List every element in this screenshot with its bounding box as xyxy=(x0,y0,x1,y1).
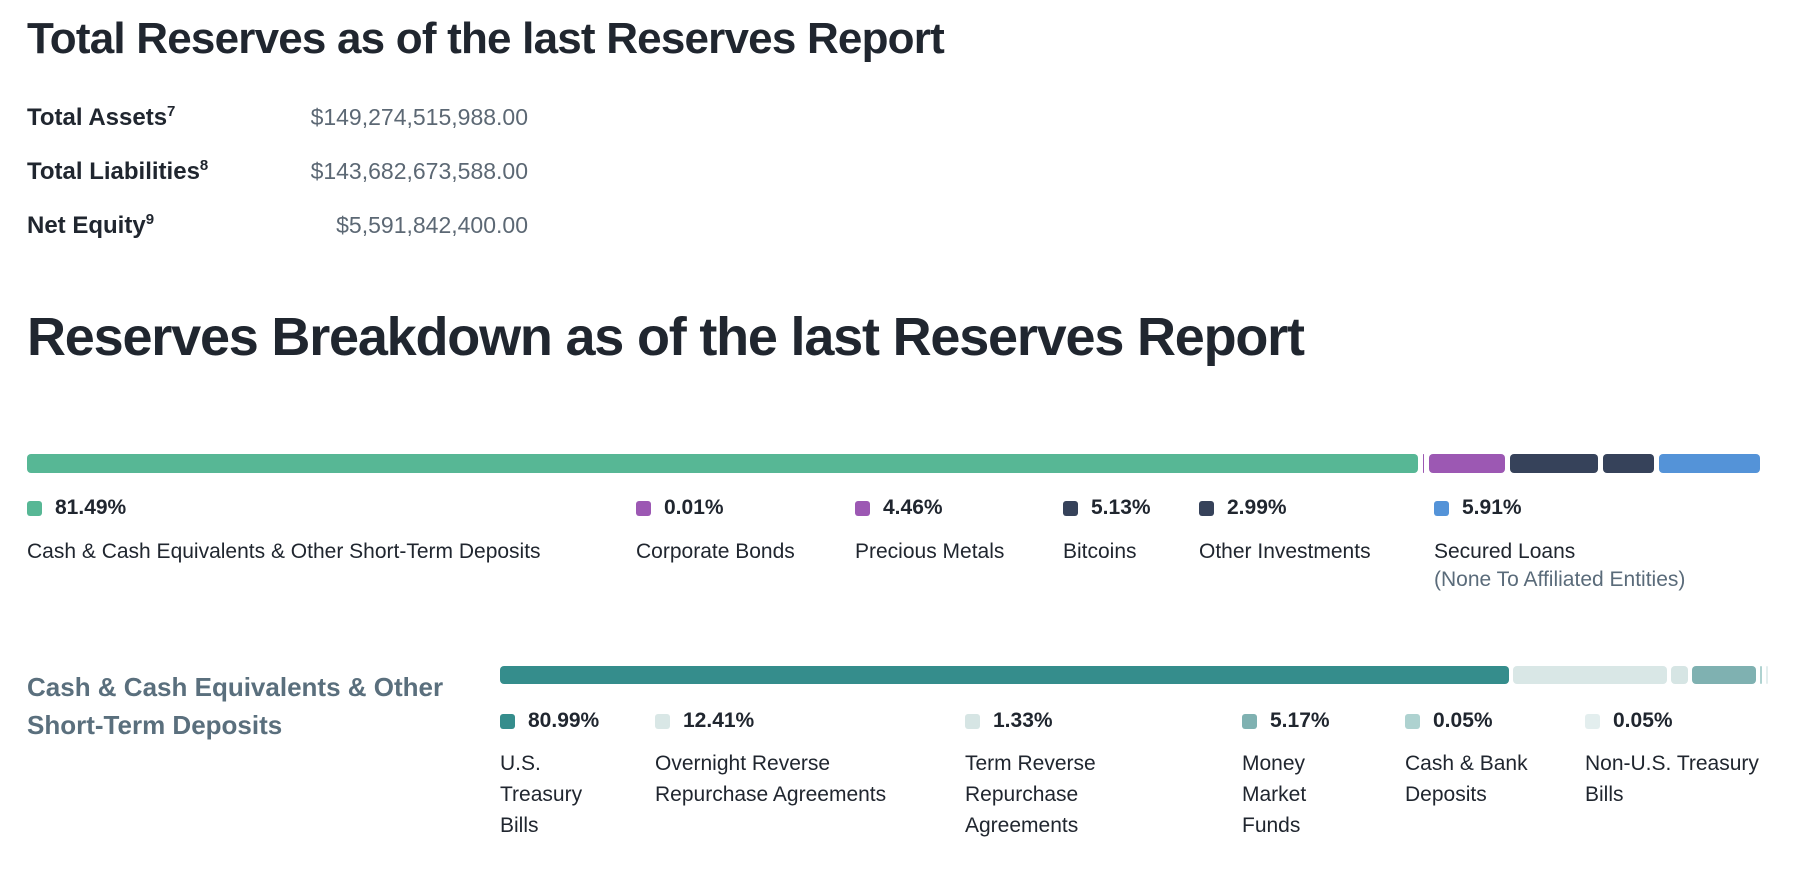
total-reserves-stats: Total Assets7 $149,274,515,988.00 Total … xyxy=(27,102,528,264)
bar-segment-term-reverse-repurchase-agreements[interactable] xyxy=(1671,666,1688,684)
legend-percent: 0.05% xyxy=(1433,709,1493,732)
secured-loans-swatch-icon xyxy=(1434,500,1449,516)
bar-segment-cash-cash-equivalents-other-short-term-deposits[interactable] xyxy=(27,454,1419,473)
reserves-breakdown-title: Reserves Breakdown as of the last Reserv… xyxy=(27,307,1305,367)
legend-item-corporate-bonds: 0.01% Corporate Bonds xyxy=(636,496,795,565)
bar-segment-secured-loans[interactable] xyxy=(1659,454,1760,473)
legend-percent: 81.49% xyxy=(55,496,127,519)
bar-segment-precious-metals[interactable] xyxy=(1429,454,1506,473)
cash-bank-deposits-swatch-icon xyxy=(1405,713,1420,729)
legend-percent: 80.99% xyxy=(528,709,600,732)
legend-label: Cash & Cash Equivalents & Other Short-Te… xyxy=(27,540,541,563)
legend-chip-row: 81.49% xyxy=(27,496,541,520)
precious-metals-swatch-icon xyxy=(855,500,870,516)
legend-chip-row: 0.05% xyxy=(1585,709,1780,733)
legend-chip-row: 80.99% xyxy=(500,709,620,733)
legend-sublabel: (None To Affiliated Entities) xyxy=(1434,568,1686,591)
legend-item-cash-bank-deposits: 0.05% Cash & Bank Deposits xyxy=(1405,709,1570,810)
legend-percent: 4.46% xyxy=(883,496,943,519)
legend-percent: 5.17% xyxy=(1270,709,1330,732)
bar-segment-corporate-bonds[interactable] xyxy=(1423,454,1425,473)
overnight-reverse-repurchase-agreements-swatch-icon xyxy=(655,713,670,729)
cash-equivalents-title: Cash & Cash Equivalents & Other Short-Te… xyxy=(27,672,444,740)
total-reserves-title: Total Reserves as of the last Reserves R… xyxy=(27,14,945,63)
other-investments-swatch-icon xyxy=(1199,500,1214,516)
net-equity-value: $5,591,842,400.00 xyxy=(336,212,528,238)
legend-item-secured-loans: 5.91% Secured Loans (None To Affiliated En… xyxy=(1434,496,1685,593)
bar-segment-non-u-s-treasury-bills[interactable] xyxy=(1766,666,1768,684)
legend-label: Bitcoins xyxy=(1063,540,1137,563)
legend-label: Overnight Reverse Repurchase Agreements xyxy=(655,752,887,806)
legend-label: Cash & Bank Deposits xyxy=(1405,752,1528,806)
legend-item-precious-metals: 4.46% Precious Metals xyxy=(855,496,1004,565)
legend-label: Corporate Bonds xyxy=(636,540,795,563)
legend-percent: 2.99% xyxy=(1227,496,1287,519)
legend-label: Precious Metals xyxy=(855,540,1005,563)
bar-segment-money-market-funds[interactable] xyxy=(1691,666,1756,684)
stat-row-net-equity: Net Equity9 $5,591,842,400.00 xyxy=(27,210,528,241)
legend-chip-row: 2.99% xyxy=(1199,496,1371,520)
legend-percent: 5.13% xyxy=(1091,496,1151,519)
bar-segment-u-s-treasury-bills[interactable] xyxy=(500,666,1509,684)
term-reverse-repurchase-agreements-swatch-icon xyxy=(965,713,980,729)
bitcoins-swatch-icon xyxy=(1063,500,1078,516)
cash-equivalents-section: Cash & Cash Equivalents & Other Short-Te… xyxy=(0,660,1814,889)
legend-percent: 12.41% xyxy=(683,709,755,732)
legend-percent: 0.01% xyxy=(664,496,724,519)
bar-segment-other-investments[interactable] xyxy=(1603,454,1655,473)
legend-chip-row: 4.46% xyxy=(855,496,1004,520)
legend-chip-row: 5.91% xyxy=(1434,496,1685,520)
legend-chip-row: 5.17% xyxy=(1242,709,1352,733)
reserves-breakdown-section: Reserves Breakdown as of the last Reserv… xyxy=(0,306,1814,606)
stat-row-total-liabilities: Total Liabilities8 $143,682,673,588.00 xyxy=(27,156,528,187)
net-equity-label: Net Equity xyxy=(27,212,146,239)
legend-item-bitcoins: 5.13% Bitcoins xyxy=(1063,496,1151,565)
non-u-s-treasury-bills-swatch-icon xyxy=(1585,713,1600,729)
footnote-9: 9 xyxy=(145,211,155,228)
stat-row-total-assets: Total Assets7 $149,274,515,988.00 xyxy=(27,102,528,133)
cash-equivalents-stacked-bar xyxy=(500,666,1768,684)
money-market-funds-swatch-icon xyxy=(1242,713,1257,729)
footnote-8: 8 xyxy=(199,157,209,174)
legend-chip-row: 12.41% xyxy=(655,709,945,733)
legend-item-cash-cash-equivalents-other-short-term-deposits: 81.49% Cash & Cash Equivalents & Other Sh… xyxy=(27,496,541,565)
u-s-treasury-bills-swatch-icon xyxy=(500,713,515,729)
total-assets-value: $149,274,515,988.00 xyxy=(310,104,528,130)
bar-segment-bitcoins[interactable] xyxy=(1510,454,1599,473)
bar-segment-cash-bank-deposits[interactable] xyxy=(1760,666,1762,684)
legend-percent: 5.91% xyxy=(1462,496,1522,519)
total-assets-label: Total Assets xyxy=(27,104,168,131)
legend-percent: 0.05% xyxy=(1613,709,1673,732)
legend-item-other-investments: 2.99% Other Investments xyxy=(1199,496,1371,565)
total-liabilities-value: $143,682,673,588.00 xyxy=(310,158,528,184)
footnote-7: 7 xyxy=(167,103,176,120)
legend-chip-row: 5.13% xyxy=(1063,496,1151,520)
corporate-bonds-swatch-icon xyxy=(636,500,651,516)
total-liabilities-label: Total Liabilities xyxy=(27,158,200,185)
legend-item-overnight-reverse-repurchase-agreements: 12.41% Overnight Reverse Repurchase Agree… xyxy=(655,709,945,810)
cash-cash-equivalents-other-short-term-deposits-swatch-icon xyxy=(27,500,42,516)
legend-label: Term Reverse Repurchase Agreements xyxy=(965,752,1096,837)
legend-chip-row: 1.33% xyxy=(965,709,1140,733)
legend-chip-row: 0.05% xyxy=(1405,709,1570,733)
legend-item-non-u-s-treasury-bills: 0.05% Non-U.S. Treasury Bills xyxy=(1585,709,1780,810)
legend-label: U.S. Treasury Bills xyxy=(500,752,583,837)
legend-item-u-s-treasury-bills: 80.99% U.S. Treasury Bills xyxy=(500,709,620,841)
reserves-breakdown-stacked-bar xyxy=(27,454,1760,473)
legend-item-term-reverse-repurchase-agreements: 1.33% Term Reverse Repurchase Agreements xyxy=(965,709,1140,841)
bar-segment-overnight-reverse-repurchase-agreements[interactable] xyxy=(1512,666,1668,684)
legend-percent: 1.33% xyxy=(993,709,1053,732)
legend-label: Non-U.S. Treasury Bills xyxy=(1585,752,1759,806)
legend-label: Secured Loans xyxy=(1434,540,1576,563)
legend-chip-row: 0.01% xyxy=(636,496,795,520)
legend-label: Other Investments xyxy=(1199,540,1371,563)
legend-item-money-market-funds: 5.17% Money Market Funds xyxy=(1242,709,1352,841)
legend-label: Money Market Funds xyxy=(1242,752,1307,837)
